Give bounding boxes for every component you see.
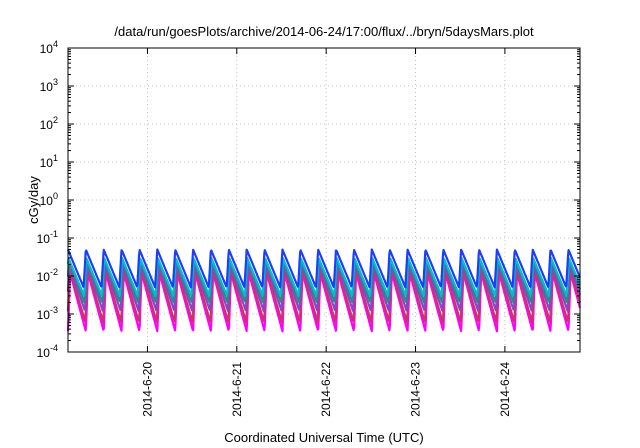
x-tick-label: 2014-6-22: [319, 362, 333, 417]
series-line: [67, 248, 581, 289]
x-tick-label: 2014-6-20: [140, 362, 154, 417]
series-line: [66, 268, 582, 324]
y-tick-label: 101: [40, 153, 58, 170]
y-tick-label: 104: [40, 39, 58, 56]
y-tick-label: 102: [40, 115, 58, 132]
x-tick-label: 2014-6-23: [409, 362, 423, 417]
series-line: [66, 259, 582, 304]
chart-title: /data/run/goesPlots/archive/2014-06-24/1…: [114, 24, 534, 39]
x-axis: 2014-6-20 2014-6-21 2014-6-22 2014-6-23 2014…: [140, 48, 512, 417]
y-tick-label: 10-3: [37, 305, 58, 322]
y-tick-label: 10-2: [37, 267, 58, 284]
y-axis-label: cGy/day: [26, 176, 41, 224]
y-axis: 10-4 10-3 10-2 10-1 100 101 102 103 104: [37, 39, 580, 360]
x-tick-label: 2014-6-21: [230, 362, 244, 417]
series-line: [66, 256, 582, 297]
y-tick-label: 103: [40, 77, 58, 94]
series-layer: [66, 248, 582, 333]
y-tick-label: 10-1: [37, 229, 58, 246]
x-tick-label: 2014-6-24: [498, 362, 512, 417]
series-line: [66, 263, 582, 312]
grid: [68, 48, 580, 352]
x-axis-label: Coordinated Universal Time (UTC): [224, 430, 423, 445]
y-tick-label: 100: [40, 191, 58, 208]
y-tick-label: 10-4: [37, 343, 58, 360]
